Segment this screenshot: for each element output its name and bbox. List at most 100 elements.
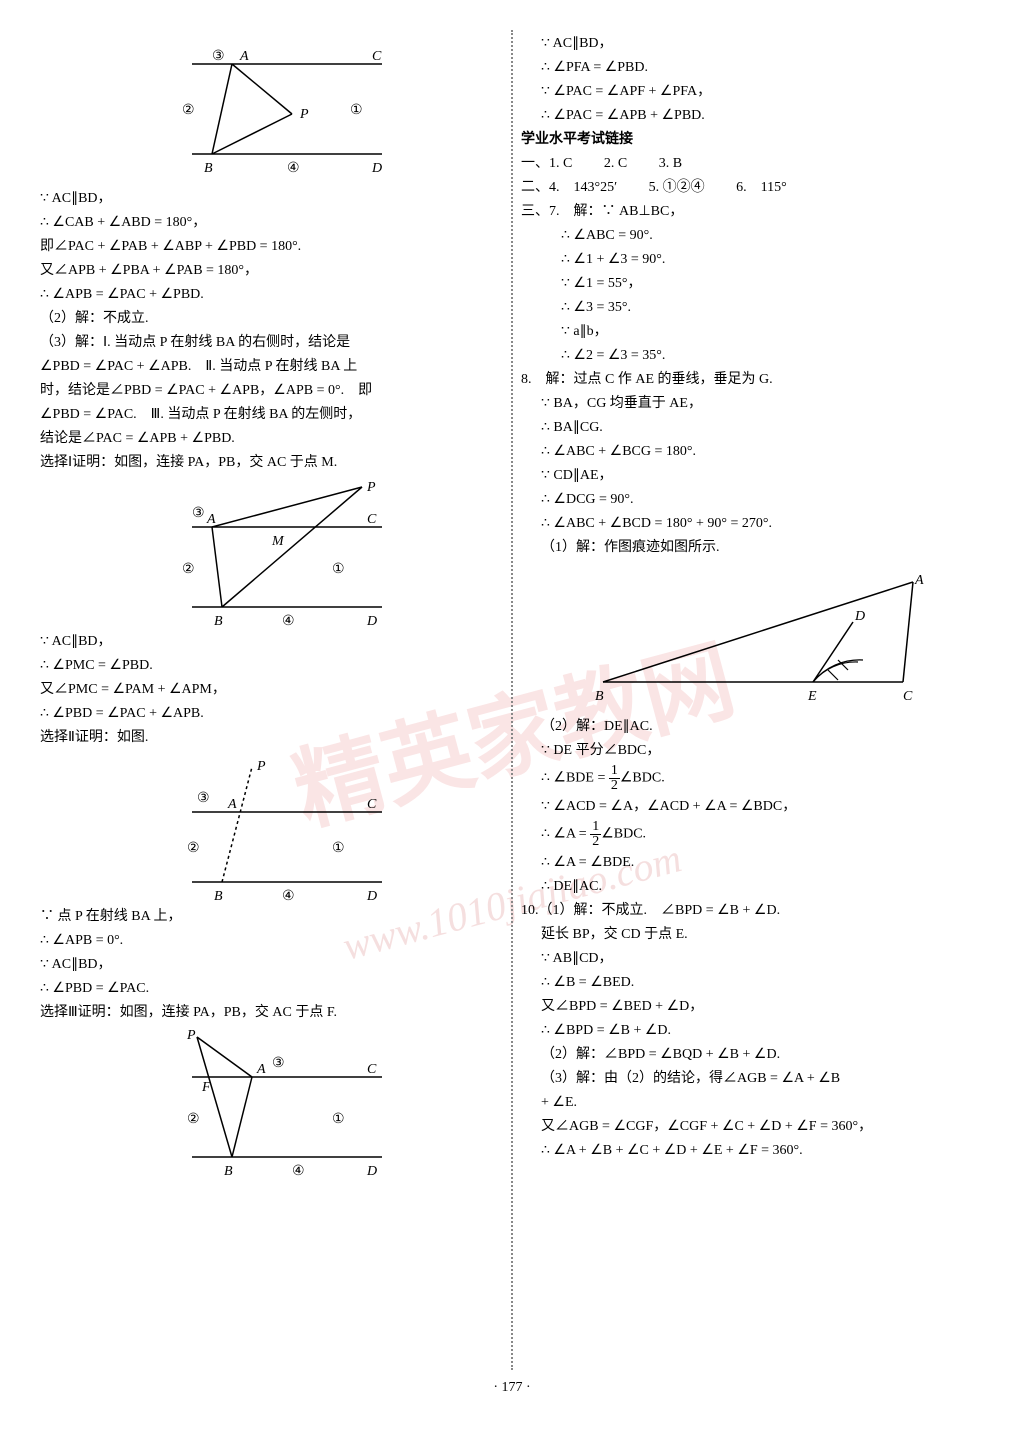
text-line: ∠PBD = ∠PAC. Ⅲ. 当动点 P 在射线 BA 的左侧时， — [40, 404, 503, 425]
answer-item: 5. ①②④ — [649, 180, 705, 195]
text-line: ∵ DE 平分∠BDC， — [521, 740, 984, 761]
text-line: ∵ AC∥BD， — [40, 188, 503, 209]
figure-1: A C B D P ① ② ③ ④ — [132, 34, 412, 184]
svg-text:D: D — [366, 1164, 377, 1177]
svg-text:B: B — [595, 689, 604, 704]
svg-text:C: C — [372, 49, 382, 64]
text-line: ∴ ∠2 = ∠3 = 35°. — [521, 345, 984, 366]
text-line: ∴ ∠PBD = ∠PAC. — [40, 978, 503, 999]
text-line: ∴ ∠BPD = ∠B + ∠D. — [521, 1020, 984, 1041]
text-line: （3）解：由（2）的结论，得∠AGB = ∠A + ∠B — [521, 1068, 984, 1089]
page-container: A C B D P ① ② ③ ④ ∵ AC∥BD， ∴ ∠CAB + ∠ABD… — [40, 30, 984, 1370]
text-line: 又∠AGB = ∠CGF，∠CGF + ∠C + ∠D + ∠F = 360°， — [521, 1116, 984, 1137]
text-line: ∴ ∠ABC + ∠BCG = 180°. — [521, 441, 984, 462]
text-line: ∴ ∠DCG = 90°. — [521, 489, 984, 510]
text-line: ∵ CD∥AE， — [521, 465, 984, 486]
text-line: ∴ DE∥AC. — [521, 876, 984, 897]
svg-text:①: ① — [332, 562, 345, 577]
svg-text:C: C — [903, 689, 913, 704]
text-line: （2）解：∠BPD = ∠BQD + ∠B + ∠D. — [521, 1044, 984, 1065]
fraction-den: 2 — [590, 835, 601, 849]
text-line: ∵ ∠PAC = ∠APF + ∠PFA， — [521, 81, 984, 102]
text-line: ∴ ∠A = 12∠BDC. — [521, 820, 984, 849]
svg-text:F: F — [201, 1080, 211, 1095]
text-line: 三、7. 解：∵ AB⊥BC， — [521, 201, 984, 222]
text-fragment: ∠BDC. — [601, 827, 646, 842]
svg-text:P: P — [366, 480, 376, 495]
text-line: ∵ ∠ACD = ∠A，∠ACD + ∠A = ∠BDC， — [521, 796, 984, 817]
text-line: 又∠PMC = ∠PAM + ∠APM， — [40, 679, 503, 700]
fraction-num: 1 — [609, 764, 620, 779]
page-number: · 177 · — [40, 1380, 984, 1396]
svg-text:E: E — [807, 689, 817, 704]
fraction-half: 12 — [609, 764, 620, 793]
text-line: 选择Ⅲ证明：如图，连接 PA，PB，交 AC 于点 F. — [40, 1002, 503, 1023]
figure-3: A C B D P ① ② ③ ④ — [132, 752, 412, 902]
fraction-num: 1 — [590, 820, 601, 835]
section-heading: 学业水平考试链接 — [521, 129, 984, 150]
text-line: ∴ ∠B = ∠BED. — [521, 972, 984, 993]
svg-text:C: C — [367, 1062, 377, 1077]
svg-text:B: B — [224, 1164, 233, 1177]
text-line: 8. 解：过点 C 作 AE 的垂线，垂足为 G. — [521, 369, 984, 390]
svg-text:B: B — [214, 889, 223, 902]
answer-row: 二、4. 143°25′ 5. ①②④ 6. 115° — [521, 177, 984, 198]
svg-text:P: P — [186, 1028, 196, 1043]
text-line: （2）解：DE∥AC. — [521, 716, 984, 737]
text-line: 又∠APB + ∠PBA + ∠PAB = 180°， — [40, 260, 503, 281]
text-line: ∴ ∠A = ∠BDE. — [521, 852, 984, 873]
svg-text:①: ① — [332, 1112, 345, 1127]
text-line: ∠PBD = ∠PAC + ∠APB. Ⅱ. 当动点 P 在射线 BA 上 — [40, 356, 503, 377]
answer-item: 二、4. 143°25′ — [521, 180, 617, 195]
svg-text:②: ② — [182, 103, 195, 118]
text-line: ∵ AC∥BD， — [40, 631, 503, 652]
svg-text:③: ③ — [197, 791, 210, 806]
text-line: ∴ ∠PAC = ∠APB + ∠PBD. — [521, 105, 984, 126]
svg-text:③: ③ — [212, 49, 225, 64]
text-line: （3）解：Ⅰ. 当动点 P 在射线 BA 的右侧时，结论是 — [40, 332, 503, 353]
text-fragment: ∴ ∠A = — [541, 827, 590, 842]
svg-text:D: D — [371, 161, 382, 176]
text-line: 又∠BPD = ∠BED + ∠D， — [521, 996, 984, 1017]
text-line: ∴ ∠3 = 35°. — [521, 297, 984, 318]
text-line: （2）解：不成立. — [40, 308, 503, 329]
svg-text:B: B — [204, 161, 213, 176]
text-line: 选择Ⅰ证明：如图，连接 PA，PB，交 AC 于点 M. — [40, 452, 503, 473]
text-line: ∵ AC∥BD， — [40, 954, 503, 975]
right-column: ∵ AC∥BD， ∴ ∠PFA = ∠PBD. ∵ ∠PAC = ∠APF + … — [521, 30, 984, 1370]
answer-item: 3. B — [659, 156, 682, 171]
text-line: 结论是∠PAC = ∠APB + ∠PBD. — [40, 428, 503, 449]
answer-row: 一、1. C 2. C 3. B — [521, 153, 984, 174]
svg-text:④: ④ — [282, 889, 295, 902]
text-line: ∴ ∠BDE = 12∠BDC. — [521, 764, 984, 793]
text-line: ∵ AC∥BD， — [521, 33, 984, 54]
svg-text:③: ③ — [192, 506, 205, 521]
text-fragment: ∠BDC. — [620, 771, 665, 786]
text-line: 时，结论是∠PBD = ∠PAC + ∠APB，∠APB = 0°. 即 — [40, 380, 503, 401]
text-line: ∴ ∠PMC = ∠PBD. — [40, 655, 503, 676]
svg-text:A: A — [256, 1062, 266, 1077]
text-line: ∴ ∠1 + ∠3 = 90°. — [521, 249, 984, 270]
svg-text:P: P — [256, 759, 266, 774]
text-line: ∴ BA∥CG. — [521, 417, 984, 438]
figure-4: A C B D P F ① ② ③ ④ — [132, 1027, 412, 1177]
text-line: ∴ ∠ABC + ∠BCD = 180° + 90° = 270°. — [521, 513, 984, 534]
svg-text:②: ② — [182, 562, 195, 577]
svg-text:①: ① — [350, 103, 363, 118]
svg-text:A: A — [239, 49, 249, 64]
svg-text:D: D — [366, 889, 377, 902]
column-divider — [511, 30, 513, 1370]
svg-text:A: A — [206, 512, 216, 527]
svg-text:C: C — [367, 512, 377, 527]
svg-text:P: P — [299, 107, 309, 122]
text-line: + ∠E. — [521, 1092, 984, 1113]
text-line: ∴ ∠APB = ∠PAC + ∠PBD. — [40, 284, 503, 305]
left-column: A C B D P ① ② ③ ④ ∵ AC∥BD， ∴ ∠CAB + ∠ABD… — [40, 30, 503, 1370]
text-line: 选择Ⅱ证明：如图. — [40, 727, 503, 748]
text-line: ∵ BA，CG 均垂直于 AE， — [521, 393, 984, 414]
svg-text:②: ② — [187, 1112, 200, 1127]
text-line: 延长 BP，交 CD 于点 E. — [521, 924, 984, 945]
svg-text:③: ③ — [272, 1056, 285, 1071]
answer-item: 一、1. C — [521, 156, 572, 171]
svg-text:A: A — [914, 573, 924, 588]
